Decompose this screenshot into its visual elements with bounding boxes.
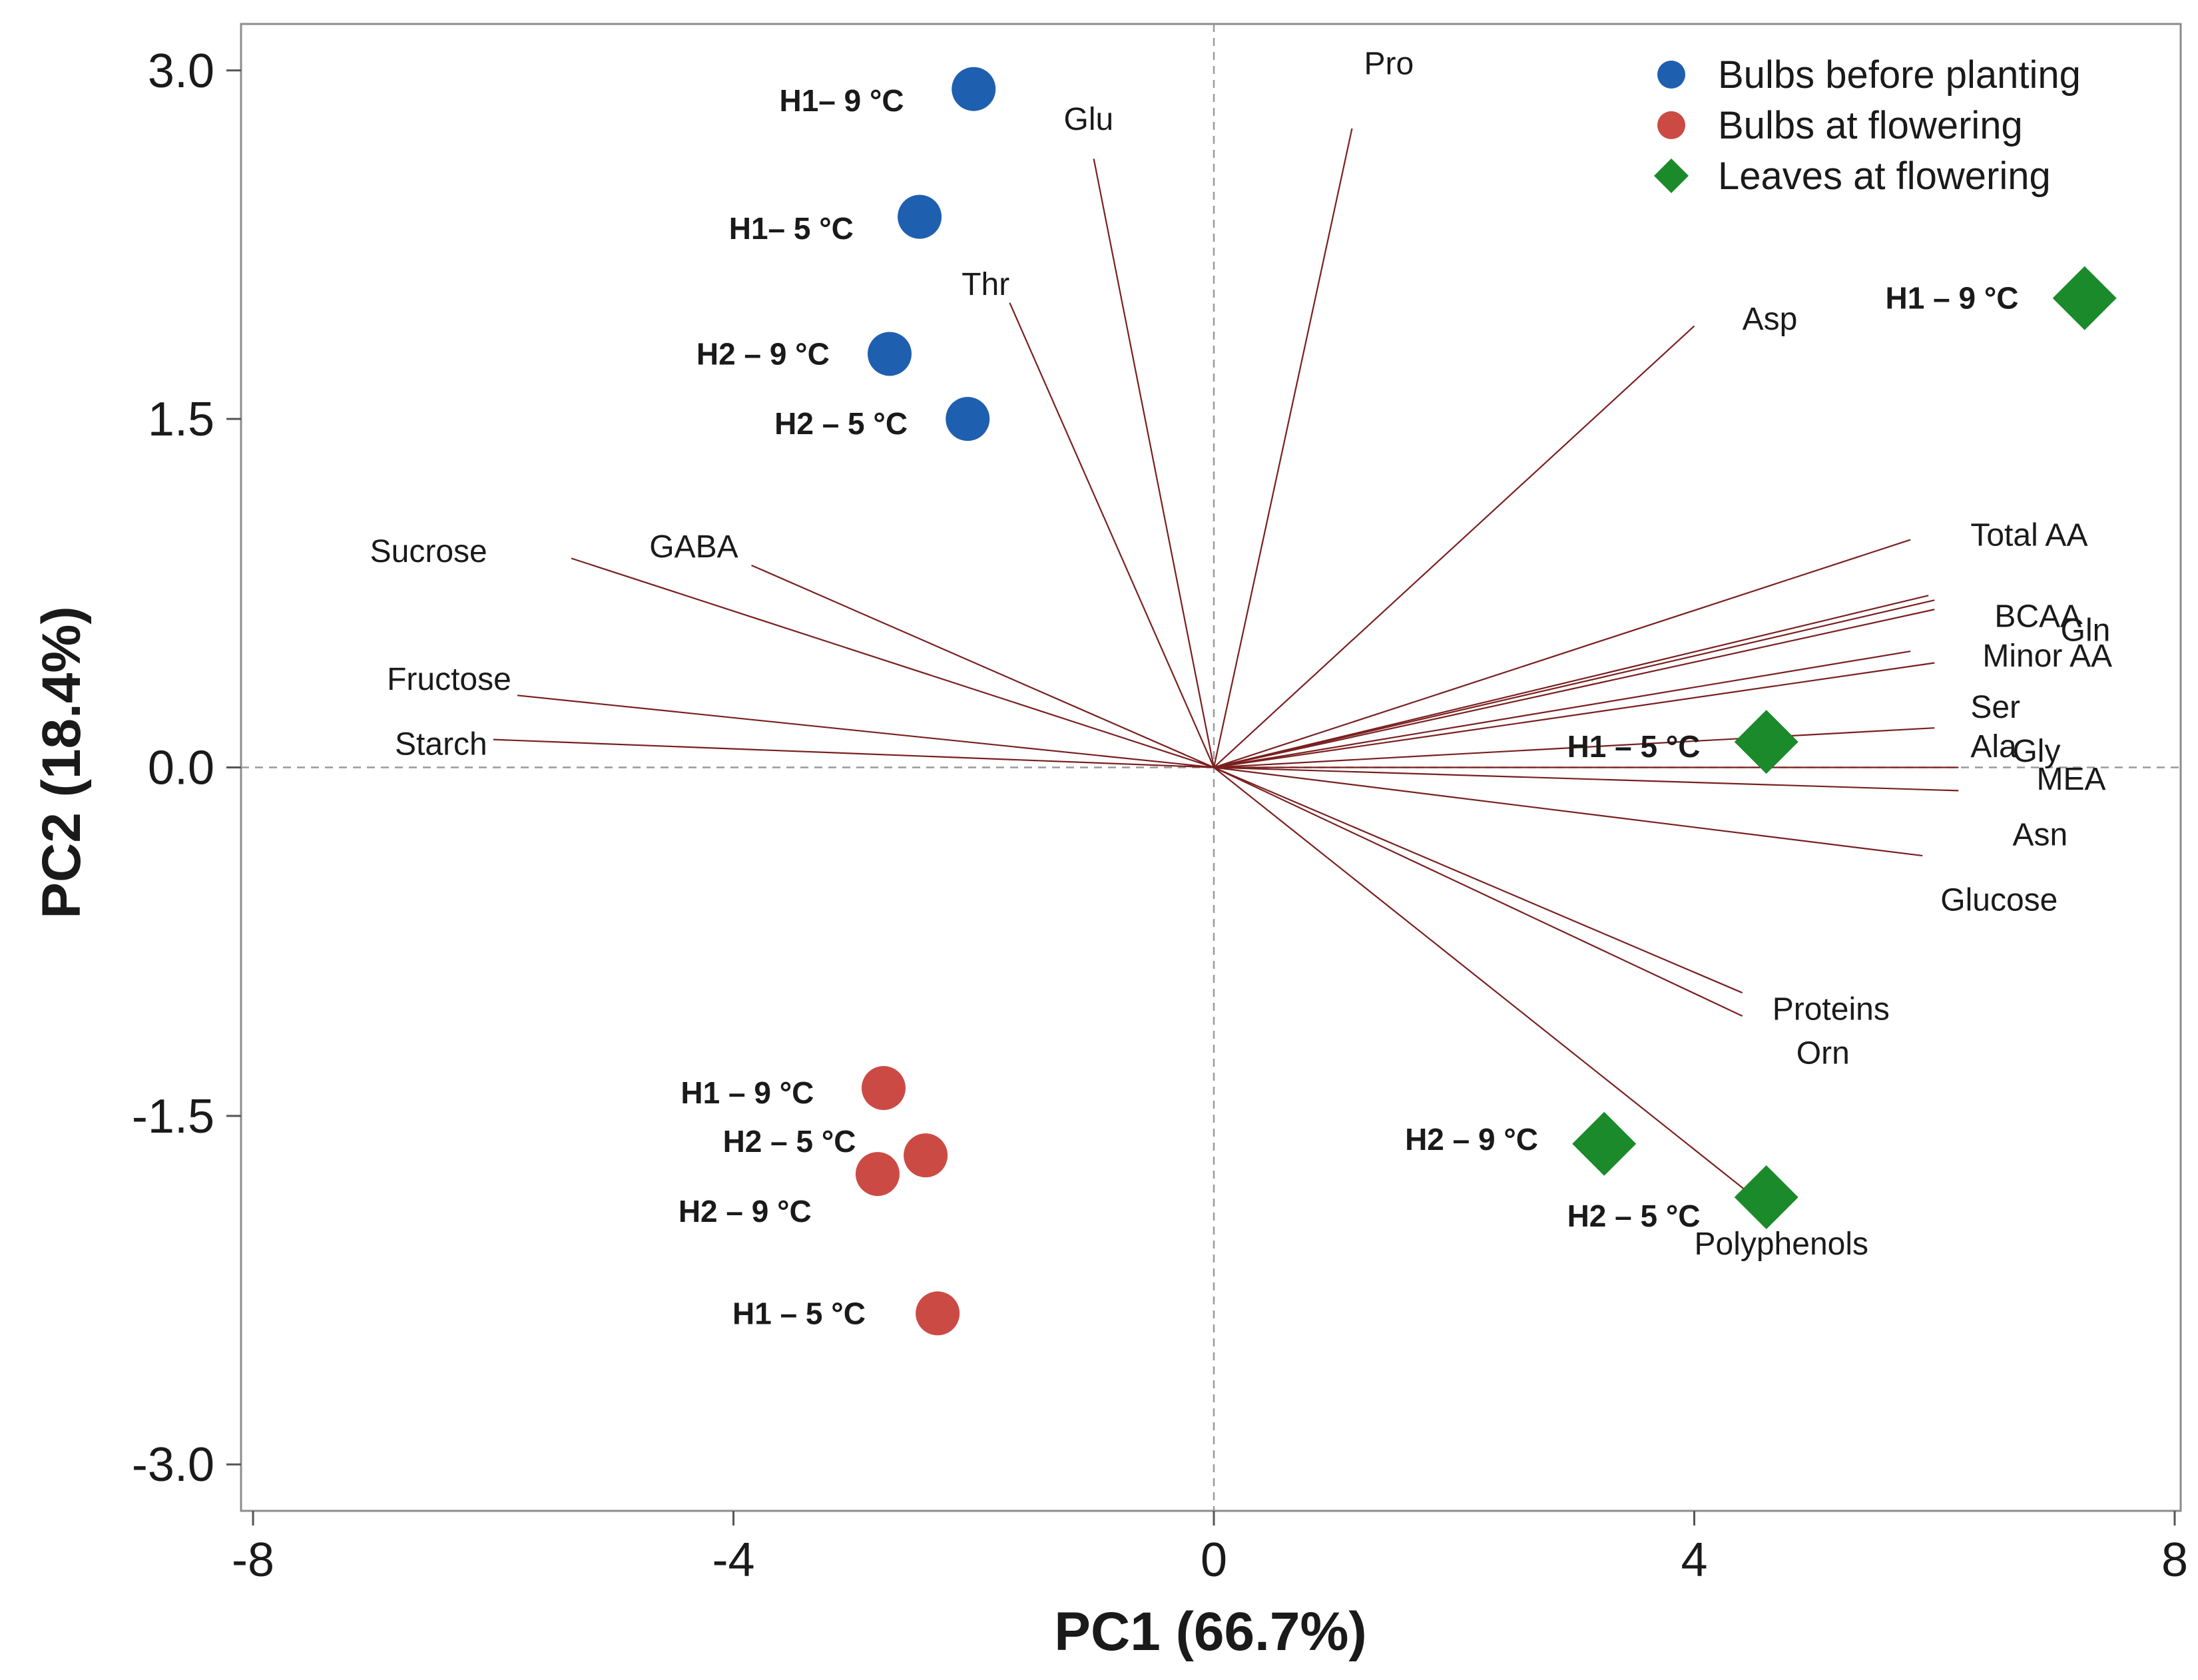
loading-vector-glu [1093, 158, 1215, 768]
point-label: H2 – 9 °C [1405, 1122, 1538, 1157]
point-label: H2 – 5 °C [723, 1124, 856, 1159]
loading-label-gly: Gly [2012, 734, 2060, 769]
point-circle [916, 1291, 960, 1336]
loading-label-ala: Ala [1970, 729, 2017, 764]
loading-vector-polyphenols [1213, 766, 1755, 1198]
point-diamond [1734, 710, 1798, 774]
loading-vector-sucrose [571, 557, 1215, 768]
point-label: H1 – 5 °C [1567, 729, 1701, 764]
loading-label-total-aa: Total AA [1970, 518, 2087, 553]
y-tick-label: -3.0 [132, 1438, 214, 1492]
point-label: H1 – 9 °C [681, 1075, 814, 1110]
loading-vector-fructose [517, 695, 1215, 768]
point-diamond [1572, 1111, 1637, 1176]
point-label: H1– 9 °C [779, 83, 904, 118]
loading-vector-pro [1213, 128, 1353, 768]
point-circle [946, 397, 990, 441]
legend-label: Bulbs at flowering [1718, 104, 2023, 147]
loading-label-orn: Orn [1796, 1036, 1850, 1071]
loading-vector-minor-aa [1213, 609, 1935, 768]
y-axis-title: PC2 (18.4%) [31, 606, 92, 918]
point-circle [904, 1133, 948, 1178]
point-label: H2 – 9 °C [679, 1194, 812, 1229]
point-label: H1 – 5 °C [732, 1296, 866, 1330]
loading-vector-gln [1213, 599, 1935, 768]
legend-marker-diamond [1654, 158, 1689, 193]
loading-vector-starch [493, 738, 1215, 768]
point-circle [855, 1152, 900, 1197]
loading-label-asp: Asp [1743, 302, 1798, 337]
loading-vector-asp [1213, 325, 1695, 768]
legend-label: Leaves at flowering [1718, 154, 2051, 198]
loading-label-bcaa: BCAA [1994, 599, 2081, 635]
loading-label-minor-aa: Minor AA [1982, 639, 2112, 674]
loading-label-pro: Pro [1364, 46, 1414, 81]
loading-vector-ala [1213, 662, 1935, 768]
loading-label-sucrose: Sucrose [370, 534, 487, 569]
x-tick-label: 4 [1681, 1534, 1707, 1587]
loading-vector-glucose [1213, 766, 1923, 857]
x-tick-label: -4 [712, 1534, 755, 1587]
loading-label-asn: Asn [2012, 818, 2067, 853]
point-label: H2 – 5 °C [774, 406, 908, 441]
loading-label-proteins: Proteins [1773, 991, 1890, 1027]
y-tick-label: 1.5 [148, 393, 214, 446]
loading-vector-orn [1213, 766, 1743, 1017]
loading-vector-gly [1213, 727, 1935, 768]
loading-label-gln: Gln [2061, 613, 2111, 649]
y-tick-label: 3.0 [148, 45, 214, 98]
loading-label-starch: Starch [395, 727, 487, 762]
loading-label-fructose: Fructose [387, 662, 511, 697]
y-tick-label: -1.5 [132, 1090, 214, 1143]
legend-label: Bulbs before planting [1718, 53, 2081, 97]
point-label: H1– 5 °C [729, 211, 854, 246]
y-tick-label: 0.0 [148, 742, 214, 795]
loading-label-ser: Ser [1970, 690, 2020, 725]
loading-vector-ser [1213, 650, 1911, 768]
loading-vector-asn [1213, 766, 1959, 792]
loading-label-thr: Thr [962, 267, 1009, 302]
loading-vector-bcaa [1213, 595, 1929, 768]
loading-label-glucose: Glucose [1940, 882, 2058, 918]
x-tick-label: -8 [232, 1534, 274, 1587]
loading-label-mea: MEA [2037, 762, 2106, 797]
x-tick-label: 8 [2161, 1534, 2188, 1587]
loading-label-polyphenols: Polyphenols [1694, 1227, 1868, 1262]
x-tick-label: 0 [1201, 1534, 1227, 1587]
x-axis-title: PC1 (66.7%) [1054, 1601, 1366, 1662]
loading-vector-thr [1009, 302, 1215, 768]
point-label: H1 – 9 °C [1886, 281, 2019, 316]
loading-vector-total-aa [1213, 539, 1911, 768]
loading-vector-gaba [751, 564, 1215, 768]
legend-marker-circle [1657, 111, 1685, 139]
loading-label-glu: Glu [1064, 102, 1114, 137]
point-label: H2 – 9 °C [696, 336, 830, 371]
legend-marker-circle [1657, 61, 1685, 89]
point-label: H2 – 5 °C [1567, 1199, 1701, 1233]
loading-vector-proteins [1213, 766, 1743, 993]
point-diamond [2052, 266, 2117, 330]
point-circle [868, 332, 912, 376]
point-diamond [1734, 1165, 1798, 1229]
point-circle [952, 67, 996, 111]
loading-label-gaba: GABA [649, 529, 738, 565]
point-circle [898, 194, 942, 239]
point-circle [861, 1065, 906, 1110]
